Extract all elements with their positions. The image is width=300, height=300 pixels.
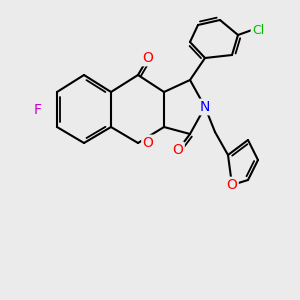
Text: F: F	[34, 103, 42, 117]
Text: O: O	[226, 178, 237, 192]
Text: Cl: Cl	[252, 23, 264, 37]
Text: O: O	[172, 143, 183, 157]
Text: O: O	[142, 51, 153, 65]
Text: O: O	[142, 136, 153, 150]
Text: N: N	[200, 100, 210, 114]
